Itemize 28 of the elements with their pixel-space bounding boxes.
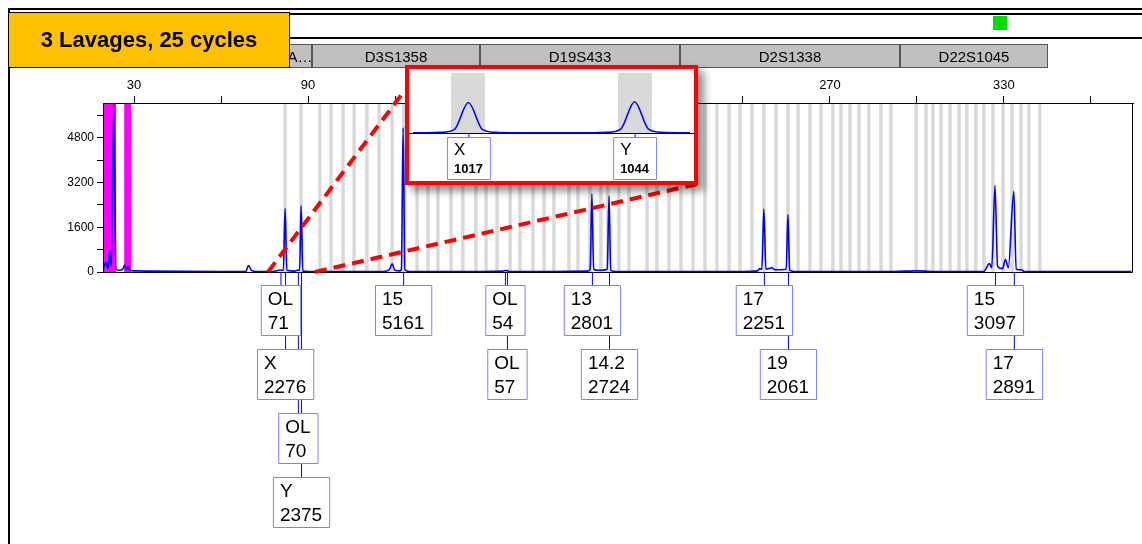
y-tick-label: 1600 [67,219,95,234]
y-tick-label: 0 [87,264,95,279]
annotation: OL 70 [285,416,311,461]
annotation: 15 3097 [973,288,1017,333]
x-tick-label: 330 [993,76,1015,92]
annotation: X 2276 [263,352,307,397]
y-tick-label: 3200 [67,174,95,189]
data-label: X 1017 [453,140,483,176]
text: D19S433 [480,44,680,68]
annotation: OL 71 [267,288,294,333]
annotation: 17 2891 [992,352,1035,397]
annotation: 17 2251 [742,288,786,333]
x-tick-label: 30 [126,76,142,92]
x-tick-label: 90 [300,76,316,92]
annotation: OL 54 [492,288,518,333]
y-tick-label: 4800 [67,130,95,145]
text: D3S1358 [312,44,480,68]
annotation: OL 57 [494,352,520,397]
annotation: 13 2801 [570,288,614,333]
annotation: 19 2061 [766,352,810,397]
data-label: Y 1044 [620,140,650,176]
annotation: Y 2375 [279,480,323,525]
text: D2S1338 [680,44,900,68]
text: D22S1045 [900,44,1048,68]
x-tick-label: 270 [819,76,841,92]
annotation: 15 5161 [381,288,425,333]
chart-title: 3 Lavages, 25 cycles [40,27,258,52]
annotation: 14.2 2724 [587,352,631,397]
